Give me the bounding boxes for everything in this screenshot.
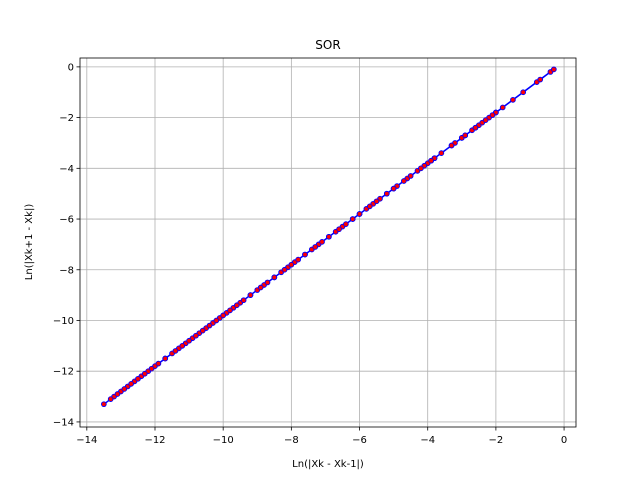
x-tick-label: 0 bbox=[561, 435, 567, 446]
y-tick-label: −6 bbox=[59, 215, 74, 226]
data-point bbox=[141, 370, 148, 377]
data-point bbox=[172, 348, 179, 354]
data-point bbox=[247, 292, 254, 298]
y-tick-label: 0 bbox=[68, 62, 74, 73]
x-tick-label: −8 bbox=[284, 435, 299, 446]
y-tick-label: −2 bbox=[59, 113, 74, 124]
data-point bbox=[148, 365, 155, 372]
data-point bbox=[448, 142, 455, 149]
data-point bbox=[302, 251, 308, 258]
y-tick-label: −14 bbox=[53, 417, 74, 428]
data-point bbox=[206, 322, 213, 329]
data-point bbox=[199, 327, 206, 334]
data-point bbox=[233, 302, 240, 309]
data-point bbox=[312, 244, 319, 250]
x-axis-ticks: −14 −12 −10 −8 −6 −4 −2 0 bbox=[76, 427, 567, 446]
data-point bbox=[240, 297, 247, 304]
x-axis-label: Ln(|Xk - Xk-1|) bbox=[292, 459, 364, 470]
data-point bbox=[271, 274, 278, 281]
data-point bbox=[162, 355, 169, 362]
data-point bbox=[264, 279, 271, 286]
data-point bbox=[186, 337, 192, 344]
y-axis-ticks: −14 −12 −10 −8 −6 −4 −2 0 bbox=[53, 62, 80, 428]
data-point bbox=[121, 386, 128, 392]
data-point bbox=[438, 150, 445, 156]
y-tick-label: −4 bbox=[59, 164, 74, 175]
data-point bbox=[520, 89, 527, 96]
data-point bbox=[227, 307, 233, 314]
y-axis-label: Ln(|Xk+1 - Xk|) bbox=[24, 204, 35, 281]
data-point bbox=[462, 132, 469, 139]
grid bbox=[80, 58, 576, 427]
data-point bbox=[155, 360, 162, 367]
data-point bbox=[193, 332, 199, 339]
data-point bbox=[489, 112, 496, 118]
data-point bbox=[288, 261, 295, 268]
data-point bbox=[213, 317, 220, 324]
data-point bbox=[295, 256, 302, 263]
chart-title: SOR bbox=[315, 38, 340, 52]
y-tick-label: −12 bbox=[53, 367, 74, 378]
data-point bbox=[128, 381, 134, 387]
x-tick-label: −12 bbox=[144, 435, 165, 446]
x-tick-label: −4 bbox=[420, 435, 435, 446]
data-point bbox=[366, 203, 373, 210]
data-point bbox=[499, 104, 506, 111]
data-point bbox=[482, 117, 489, 123]
data-point bbox=[510, 96, 516, 103]
marker-layer bbox=[101, 66, 557, 408]
data-point bbox=[472, 124, 479, 131]
x-tick-label: −2 bbox=[489, 435, 504, 446]
data-point bbox=[343, 221, 349, 227]
axes-frame bbox=[79, 57, 577, 428]
data-point bbox=[428, 157, 434, 164]
y-tick-label: −10 bbox=[53, 316, 74, 327]
data-point bbox=[537, 76, 544, 83]
data-point bbox=[400, 178, 407, 184]
data-point bbox=[220, 312, 227, 319]
x-tick-label: −6 bbox=[352, 435, 367, 446]
data-point bbox=[383, 190, 390, 197]
data-point bbox=[550, 66, 557, 73]
data-point bbox=[326, 233, 332, 240]
data-point bbox=[101, 401, 107, 408]
data-point bbox=[257, 284, 264, 291]
y-tick-label: −8 bbox=[59, 265, 74, 276]
data-point bbox=[407, 173, 414, 179]
x-tick-label: −10 bbox=[213, 435, 234, 446]
data-point bbox=[281, 266, 288, 273]
data-point bbox=[356, 211, 363, 217]
data-point bbox=[114, 391, 121, 397]
data-point bbox=[349, 216, 356, 222]
data-point bbox=[179, 342, 186, 349]
data-point bbox=[373, 198, 380, 205]
data-point bbox=[319, 239, 325, 245]
data-point bbox=[336, 226, 342, 233]
data-point bbox=[390, 185, 397, 192]
x-tick-label: −14 bbox=[76, 435, 97, 446]
data-point bbox=[107, 396, 114, 402]
data-point bbox=[418, 165, 424, 172]
data-point bbox=[135, 375, 141, 382]
